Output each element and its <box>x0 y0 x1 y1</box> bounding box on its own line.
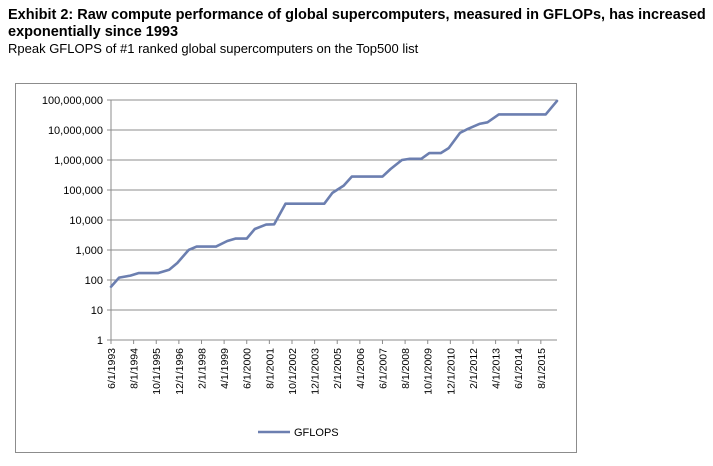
x-tick-label: 2/1/1998 <box>196 348 208 389</box>
x-tick-label: 6/1/2014 <box>513 348 525 389</box>
x-tick-label: 12/1/2003 <box>310 348 322 395</box>
x-tick-label: 4/1/2013 <box>491 348 503 389</box>
axes <box>107 99 557 344</box>
legend-label: GFLOPS <box>294 427 339 439</box>
x-tick-label: 12/1/2010 <box>445 348 457 395</box>
x-tick-label: 2/1/2005 <box>332 348 344 389</box>
series-line-gflops <box>109 99 559 289</box>
y-tick-label: 100,000,000 <box>42 95 103 107</box>
x-tick-label: 8/1/2015 <box>536 348 548 389</box>
x-tick-label: 6/1/2007 <box>377 348 389 389</box>
exhibit-title: Exhibit 2: Raw compute performance of gl… <box>8 7 706 40</box>
x-tick-label: 8/1/2008 <box>400 348 412 389</box>
y-tick-label: 10 <box>91 305 103 317</box>
x-tick-label: 12/1/1996 <box>174 348 186 395</box>
x-tick-label: 10/1/2002 <box>287 348 299 395</box>
x-tick-label: 4/1/2006 <box>355 348 367 389</box>
y-tick-label: 10,000,000 <box>48 125 103 137</box>
legend: GFLOPS <box>258 427 339 439</box>
y-tick-label: 1,000 <box>75 245 103 257</box>
x-tick-label: 6/1/1993 <box>106 348 118 389</box>
chart-frame <box>15 83 577 453</box>
exhibit-subtitle: Rpeak GFLOPS of #1 ranked global superco… <box>8 41 419 56</box>
x-tick-label: 10/1/2009 <box>423 348 435 395</box>
y-tick-label: 100,000 <box>63 185 103 197</box>
x-tick-label: 8/1/1994 <box>129 348 141 389</box>
x-tick-label: 8/1/2001 <box>264 348 276 389</box>
gridlines <box>111 99 557 311</box>
x-tick-label: 10/1/1995 <box>151 348 163 395</box>
series-group <box>109 99 559 289</box>
x-axis-ticks: 6/1/1993 8/1/1994 10/1/1995 12/1/1996 2/1/19… <box>106 348 548 395</box>
y-axis-ticks: 1 10 100 1,000 10,000 100,000 1,000,000 10,000,… <box>42 95 103 347</box>
y-tick-label: 1,000,000 <box>54 155 103 167</box>
y-tick-label: 100 <box>85 275 103 287</box>
x-tick-label: 4/1/1999 <box>219 348 231 389</box>
y-tick-label: 10,000 <box>69 215 103 227</box>
y-tick-label: 1 <box>97 335 103 347</box>
x-tick-label: 2/1/2012 <box>468 348 480 389</box>
x-tick-label: 6/1/2000 <box>242 348 254 389</box>
